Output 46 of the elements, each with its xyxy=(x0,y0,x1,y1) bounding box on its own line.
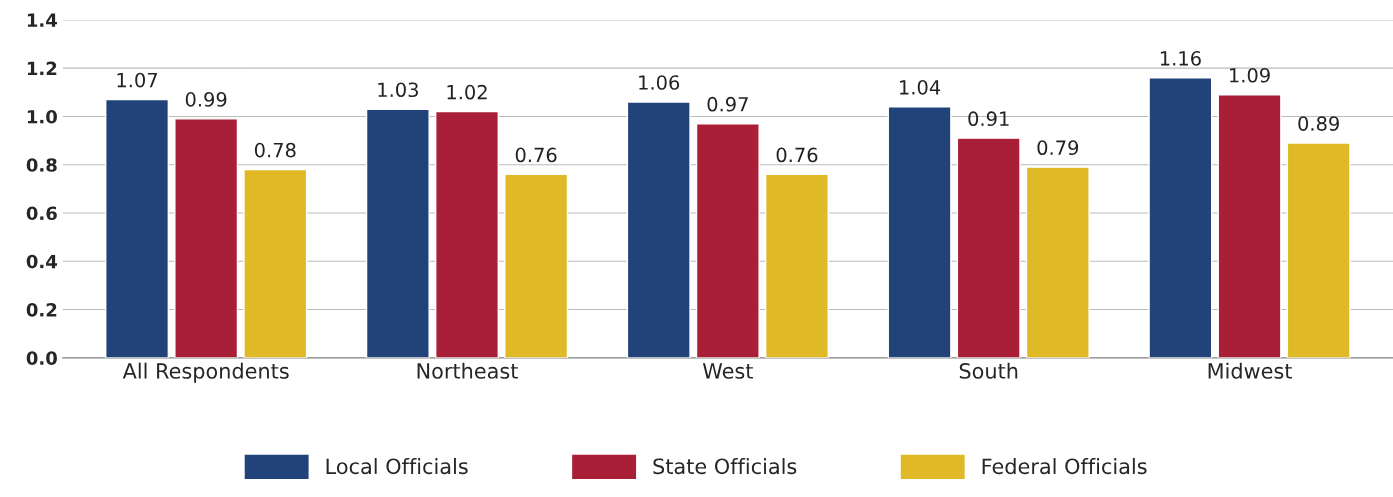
bar xyxy=(1217,94,1282,358)
bar xyxy=(1286,142,1351,358)
data-label: 1.03 xyxy=(378,82,418,98)
data-label: 0.76 xyxy=(515,147,557,163)
legend-label: State Officials xyxy=(653,458,797,475)
legend-label: Federal Officials xyxy=(982,458,1147,475)
data-label: 0.97 xyxy=(707,96,748,112)
bar xyxy=(243,168,308,358)
data-label: 0.79 xyxy=(1037,140,1079,156)
data-label: 0.78 xyxy=(254,142,296,158)
text: 0.4 xyxy=(26,254,57,269)
bar xyxy=(504,173,569,358)
text: 0.6 xyxy=(26,206,57,221)
data-label: 1.02 xyxy=(447,84,487,100)
bar xyxy=(1148,77,1213,358)
bar xyxy=(626,101,691,358)
data-label: 1.16 xyxy=(1160,51,1201,66)
text: 1.0 xyxy=(27,109,57,124)
x-tick-label: Northeast xyxy=(417,362,518,379)
x-tick-label: South xyxy=(959,362,1018,379)
bar xyxy=(174,118,239,358)
data-label: 0.91 xyxy=(968,111,1009,127)
x-tick-label: West xyxy=(702,363,753,379)
x-tick-label: Midwest xyxy=(1208,362,1292,379)
data-label: 1.09 xyxy=(1230,67,1270,83)
x-tick-label: All Respondents xyxy=(122,362,289,383)
bar xyxy=(956,137,1021,358)
data-label: 0.76 xyxy=(776,147,818,163)
data-label: 0.89 xyxy=(1298,116,1339,131)
bar xyxy=(695,122,760,358)
bar xyxy=(434,110,499,358)
bar xyxy=(764,173,829,358)
bar xyxy=(1025,166,1090,358)
legend-label: Local Officials xyxy=(326,458,468,475)
text: 0.2 xyxy=(26,303,57,317)
data-label: 1.04 xyxy=(900,79,941,95)
bar xyxy=(887,106,952,358)
data-label: 1.06 xyxy=(639,75,680,90)
bar xyxy=(365,108,430,358)
text: 0.0 xyxy=(26,351,57,365)
text: 1.2 xyxy=(27,61,57,76)
bar xyxy=(105,98,170,358)
text: 0.8 xyxy=(26,158,57,172)
data-label: 0.99 xyxy=(185,92,227,107)
text: 1.4 xyxy=(27,13,57,27)
data-label: 1.07 xyxy=(117,72,158,88)
